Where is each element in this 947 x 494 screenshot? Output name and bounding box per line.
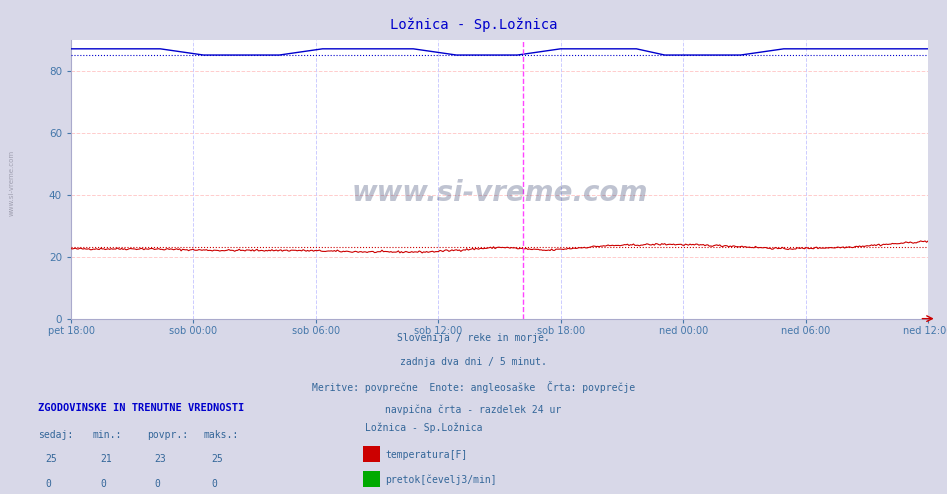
Text: 25: 25	[211, 454, 223, 464]
Text: 0: 0	[211, 479, 217, 489]
Text: 0: 0	[45, 479, 51, 489]
Text: temperatura[F]: temperatura[F]	[385, 450, 468, 459]
Text: 21: 21	[100, 454, 112, 464]
Text: 0: 0	[100, 479, 106, 489]
Text: navpična črta - razdelek 24 ur: navpična črta - razdelek 24 ur	[385, 405, 562, 415]
Text: pretok[čevelj3/min]: pretok[čevelj3/min]	[385, 474, 497, 485]
Text: www.si-vreme.com: www.si-vreme.com	[9, 150, 14, 216]
Text: zadnja dva dni / 5 minut.: zadnja dva dni / 5 minut.	[400, 357, 547, 367]
Text: maks.:: maks.:	[204, 430, 239, 440]
Text: Meritve: povprečne  Enote: angleosaške  Črta: povprečje: Meritve: povprečne Enote: angleosaške Čr…	[312, 381, 635, 393]
Text: 23: 23	[154, 454, 166, 464]
Text: 0: 0	[154, 479, 160, 489]
Text: Slovenija / reke in morje.: Slovenija / reke in morje.	[397, 333, 550, 343]
Text: Ložnica - Sp.Ložnica: Ložnica - Sp.Ložnica	[365, 422, 482, 433]
Text: 25: 25	[45, 454, 57, 464]
Text: povpr.:: povpr.:	[147, 430, 188, 440]
Text: www.si-vreme.com: www.si-vreme.com	[351, 179, 648, 207]
Text: ZGODOVINSKE IN TRENUTNE VREDNOSTI: ZGODOVINSKE IN TRENUTNE VREDNOSTI	[38, 403, 244, 412]
Text: min.:: min.:	[93, 430, 122, 440]
Text: sedaj:: sedaj:	[38, 430, 73, 440]
Text: Ložnica - Sp.Ložnica: Ložnica - Sp.Ložnica	[390, 17, 557, 32]
